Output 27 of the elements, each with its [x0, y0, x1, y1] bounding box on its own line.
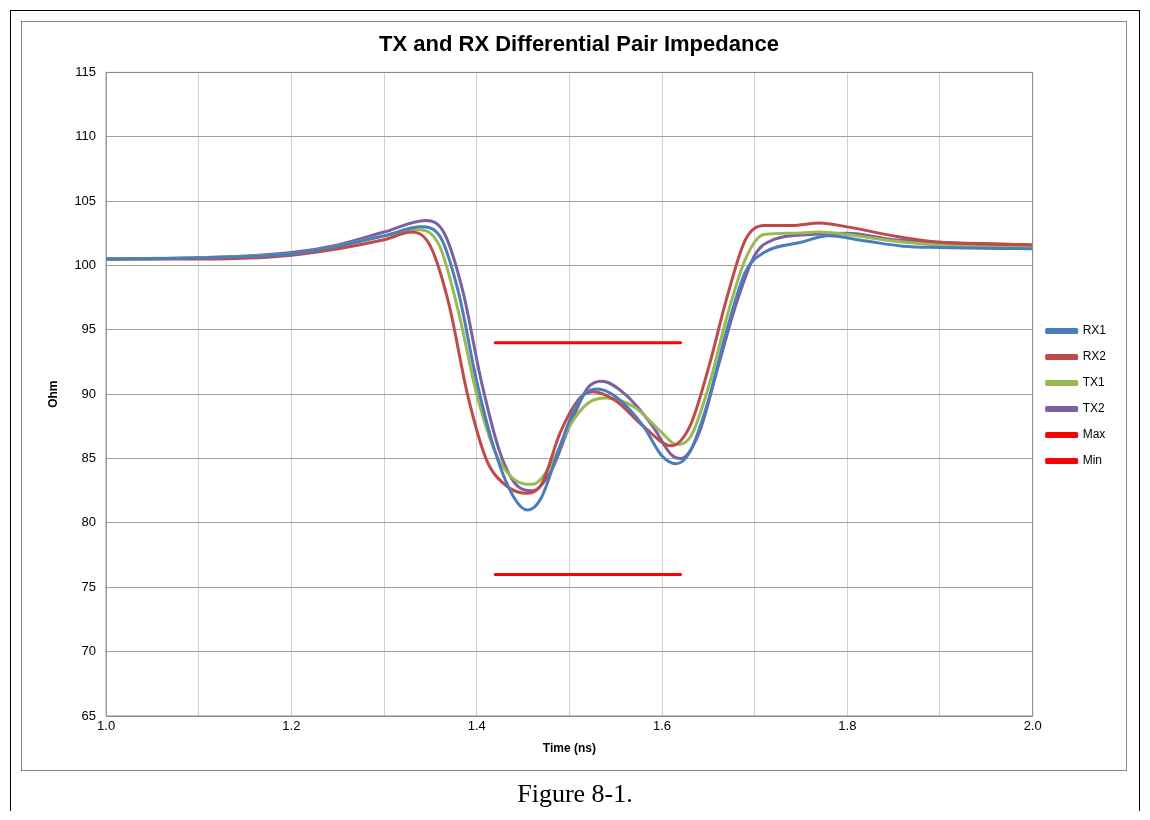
legend-label: TX2	[1082, 401, 1105, 416]
y-tick-label: 85	[81, 450, 97, 466]
x-tick-label: 1.4	[467, 718, 486, 734]
legend-label: TX1	[1082, 375, 1105, 390]
x-tick-label: 1.6	[652, 718, 672, 734]
y-tick-label: 90	[81, 385, 97, 401]
x-tick-label: 1.8	[838, 718, 857, 734]
caption: Figure 8-1.	[516, 779, 634, 809]
x-tick-label: 2.0	[1023, 718, 1042, 734]
x-tick-label: 1.0	[97, 718, 116, 734]
y-tick-label: 70	[81, 643, 97, 659]
y-tick-label: 105	[74, 192, 97, 208]
y-axis-title: Ohm	[45, 380, 60, 408]
x-axis-title: Time (ns)	[542, 741, 596, 756]
y-tick-label: 115	[75, 63, 97, 79]
legend-label: RX2	[1082, 349, 1107, 364]
legend-label: Max	[1082, 427, 1106, 442]
x-tick-label: 1.2	[282, 718, 301, 734]
legend-label: RX1	[1082, 323, 1107, 338]
legend-label: Min	[1082, 453, 1102, 468]
y-tick-label: 95	[81, 321, 97, 337]
y-tick-label: 65	[81, 707, 97, 723]
y-tick-label: 80	[81, 514, 97, 530]
chart-title: TX and RX Differential Pair Impedance	[379, 31, 779, 57]
y-tick-label: 110	[75, 128, 97, 144]
y-tick-label: 100	[74, 257, 97, 273]
y-tick-label: 75	[81, 578, 97, 594]
